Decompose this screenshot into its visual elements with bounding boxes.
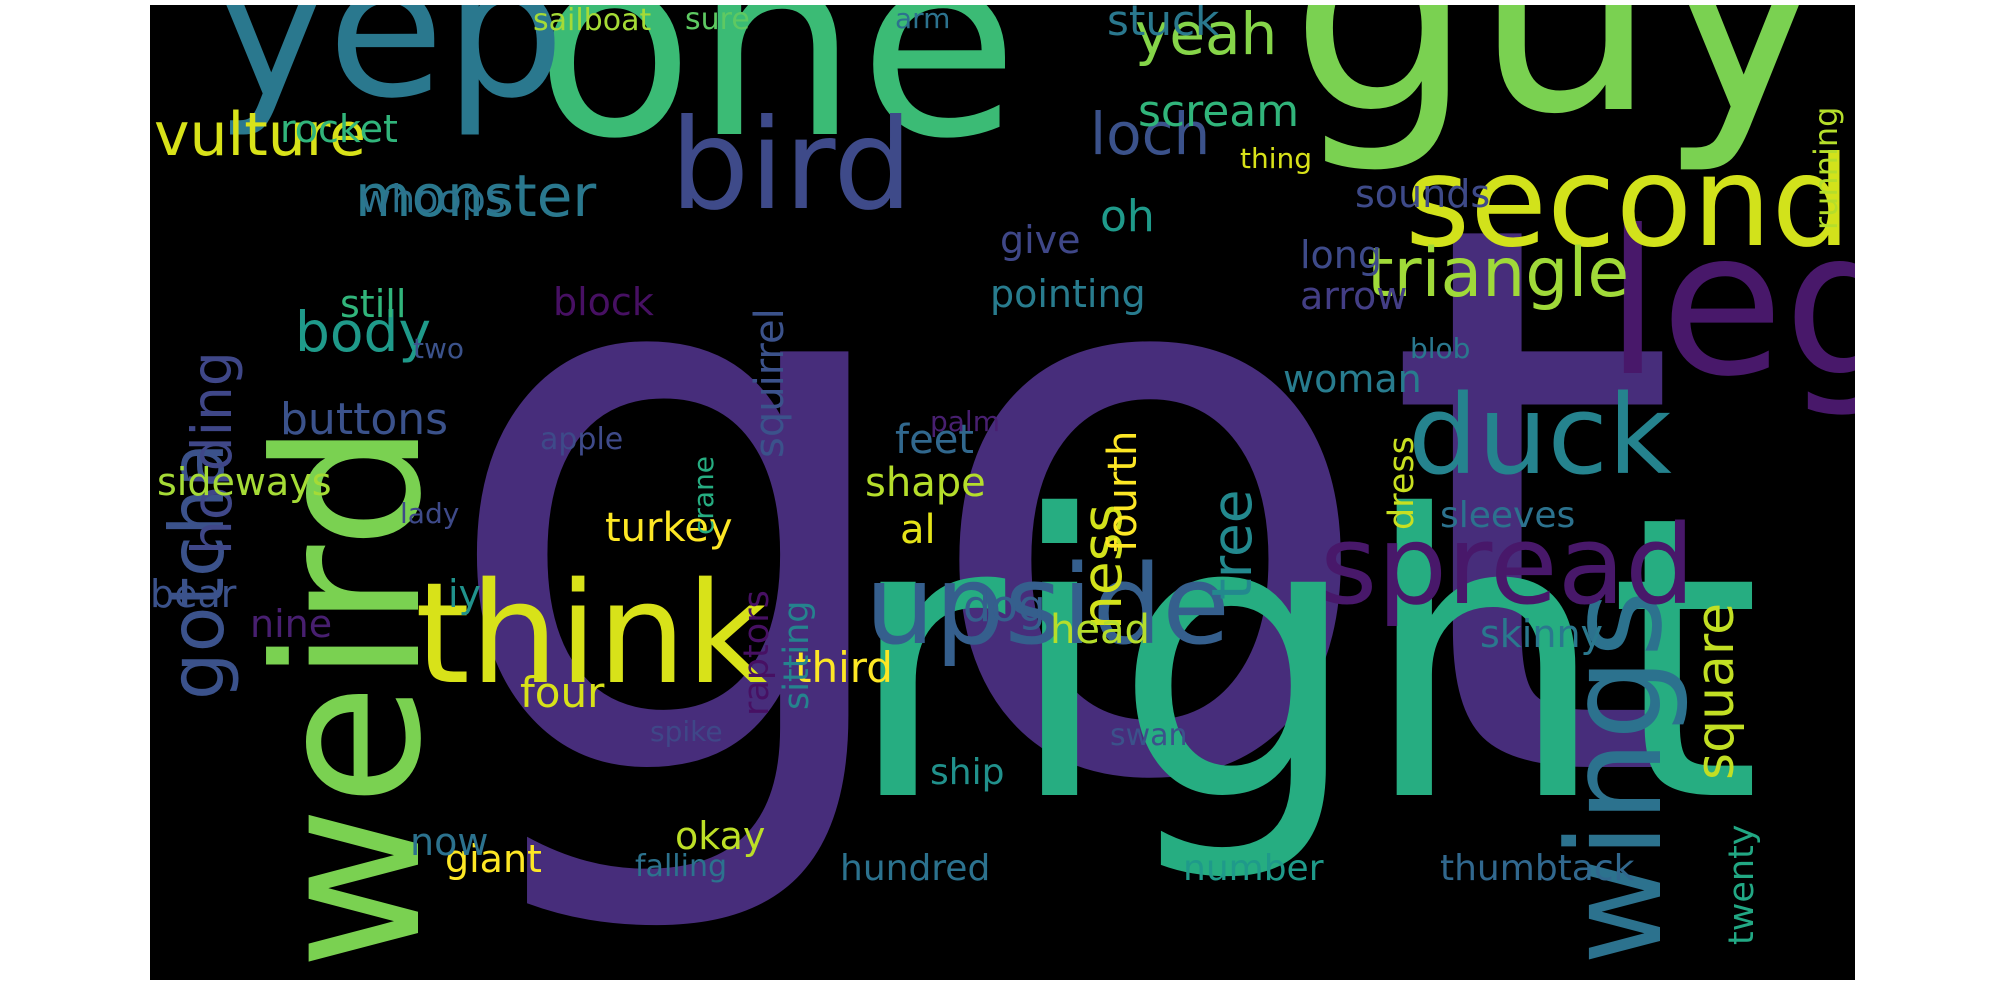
word: arm bbox=[895, 5, 951, 35]
word: head bbox=[1050, 607, 1150, 653]
word: legs bbox=[1605, 188, 1855, 421]
word: duck bbox=[1408, 371, 1672, 499]
word: tree bbox=[1200, 489, 1264, 600]
word: al bbox=[900, 507, 936, 553]
word: sounds bbox=[1355, 172, 1491, 216]
word: yep bbox=[215, 5, 565, 140]
word: thing bbox=[1240, 142, 1313, 175]
word: block bbox=[553, 280, 654, 324]
word: give bbox=[1000, 218, 1081, 262]
word: feet bbox=[895, 417, 974, 463]
word: loch bbox=[1090, 100, 1211, 168]
word: sitting bbox=[777, 600, 817, 710]
word: stuck bbox=[1107, 5, 1220, 45]
word: iy bbox=[448, 572, 482, 616]
word: twenty bbox=[1722, 824, 1762, 945]
word: one bbox=[535, 5, 1019, 196]
word: scream bbox=[1138, 86, 1300, 137]
word: vulture bbox=[154, 100, 367, 170]
word: squirrel bbox=[747, 308, 793, 458]
word: arrow bbox=[1300, 274, 1408, 318]
word: dress bbox=[1382, 436, 1422, 530]
word: sideways bbox=[157, 460, 332, 504]
word: thumbtack bbox=[1440, 848, 1635, 889]
word: pointing bbox=[990, 272, 1146, 316]
word: right bbox=[845, 433, 1762, 887]
word-cloud: got right guy one weird legs yep think w… bbox=[150, 5, 1855, 980]
word: fourth bbox=[1100, 430, 1146, 552]
word: lady bbox=[400, 497, 460, 530]
word: body bbox=[295, 300, 432, 364]
word: crane bbox=[687, 455, 720, 535]
word: third bbox=[795, 643, 893, 692]
word: falling bbox=[635, 849, 728, 884]
word: square bbox=[1686, 602, 1746, 780]
word: second bbox=[1405, 130, 1851, 275]
word: skinny bbox=[1480, 612, 1604, 656]
word: now bbox=[410, 820, 489, 864]
word: raptors bbox=[737, 590, 777, 716]
word: giant bbox=[445, 837, 542, 881]
word: oh bbox=[1100, 191, 1155, 242]
word: spike bbox=[650, 715, 723, 748]
word: yeah bbox=[1135, 5, 1278, 68]
word: triangle bbox=[1367, 234, 1630, 313]
word: guy bbox=[1290, 5, 1830, 178]
word: apple bbox=[540, 422, 624, 457]
word: sailboat bbox=[533, 5, 652, 38]
word: dog bbox=[963, 581, 1046, 632]
word: woman bbox=[1283, 357, 1422, 401]
word: number bbox=[1183, 848, 1324, 889]
word: long bbox=[1300, 233, 1383, 277]
word: ship bbox=[930, 752, 1005, 793]
word: buttons bbox=[280, 394, 449, 445]
word: swan bbox=[1110, 718, 1188, 753]
word: nine bbox=[250, 602, 333, 646]
word: two bbox=[413, 332, 465, 365]
word: okay bbox=[675, 814, 766, 858]
word: monster bbox=[355, 162, 597, 230]
word: palm bbox=[930, 405, 1000, 438]
word: whoops bbox=[360, 177, 506, 221]
word: sleeves bbox=[1440, 495, 1576, 536]
word: blob bbox=[1410, 332, 1471, 365]
word: shape bbox=[865, 460, 986, 506]
word: bird bbox=[670, 93, 913, 238]
word: bear bbox=[150, 572, 237, 616]
word: hundred bbox=[840, 848, 991, 889]
word: upside bbox=[865, 541, 1230, 669]
word: got bbox=[435, 63, 1681, 947]
word: sure bbox=[685, 5, 750, 37]
word: running bbox=[1807, 106, 1845, 230]
word: four bbox=[520, 668, 605, 717]
word: think bbox=[415, 553, 768, 716]
word: turkey bbox=[605, 505, 733, 551]
word: still bbox=[340, 282, 407, 326]
word: spread bbox=[1320, 501, 1695, 629]
word: holding bbox=[180, 351, 244, 555]
word: rocket bbox=[280, 107, 398, 151]
